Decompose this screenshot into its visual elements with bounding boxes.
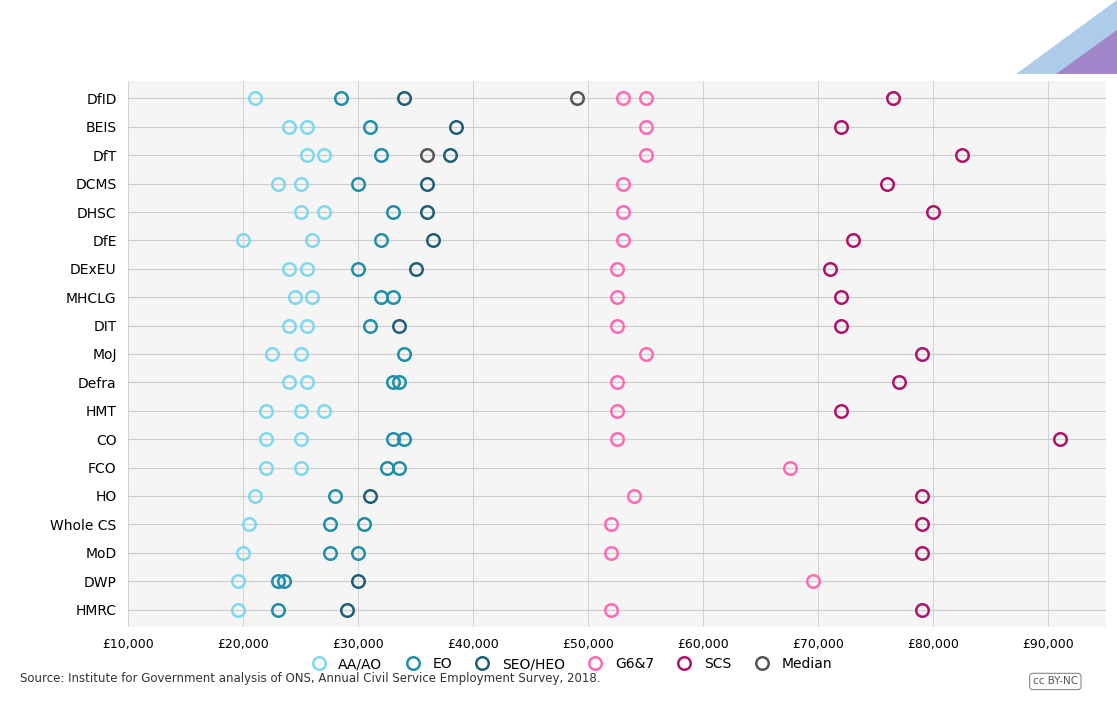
Polygon shape [1056,30,1117,74]
Text: Source: Institute for Government analysis of ONS, Annual Civil Service Employmen: Source: Institute for Government analysi… [20,673,601,685]
Legend: AA/AO, EO, SEO/HEO, G6&7, SCS, Median: AA/AO, EO, SEO/HEO, G6&7, SCS, Median [299,652,838,677]
Polygon shape [1016,0,1117,74]
Text: cc BY-NC: cc BY-NC [1033,676,1078,687]
Text: Median pay by department and grade, 2018: Median pay by department and grade, 2018 [20,27,537,47]
Text: IfG: IfG [1035,22,1089,52]
